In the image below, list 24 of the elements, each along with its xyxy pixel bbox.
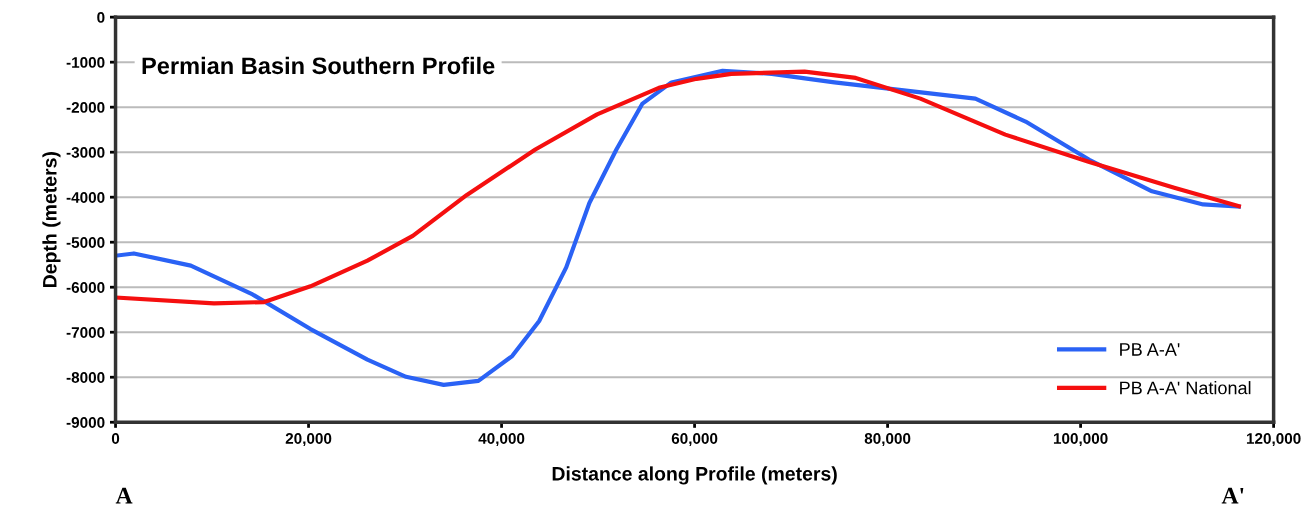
x-tick-label: 100,000 [1053,433,1108,447]
y-tick-label: -5000 [66,237,105,248]
legend-label: PB A-A' [1120,343,1180,356]
y-tick-label: -7000 [66,327,105,338]
text: A' [1221,487,1244,504]
y-tick-label: -2000 [66,102,105,113]
y-axis-title: Depth (meters) [42,152,61,287]
text: Permian Basin Southern Profile [142,56,495,75]
legend-label: PB A-A' National [1120,381,1251,395]
y-tick-label: -6000 [66,282,105,293]
y-tick-label: -9000 [66,417,105,428]
y-tick-label: -3000 [66,147,105,158]
x-tick-label: 40,000 [478,433,525,447]
x-tick-label: 20,000 [285,433,332,447]
x-tick-label: 80,000 [864,433,911,447]
y-tick-label: -1000 [66,57,105,68]
x-tick-label: 120,000 [1246,433,1301,447]
x-tick-label: 0 [111,433,120,444]
y-tick-label: 0 [97,12,105,23]
x-axis-title: Distance along Profile (meters) [552,466,837,485]
text: A [115,487,133,504]
y-tick-label: -8000 [66,372,105,383]
x-tick-label: 60,000 [671,433,718,447]
y-tick-label: -4000 [66,192,105,203]
